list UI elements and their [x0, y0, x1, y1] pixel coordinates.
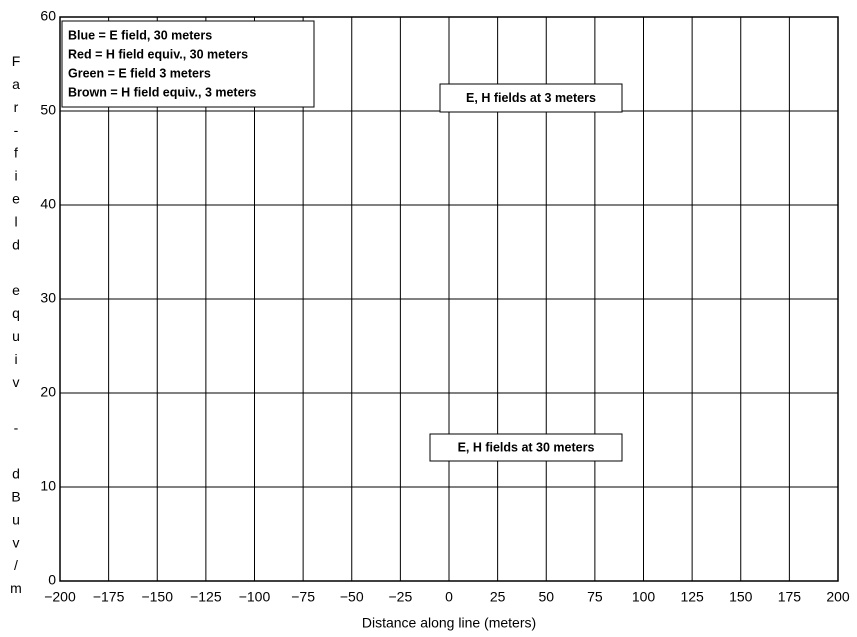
legend-entry: Blue = E field, 30 meters [68, 28, 212, 42]
y-tick-label: 0 [48, 572, 56, 588]
x-axis-label: Distance along line (meters) [362, 615, 536, 631]
annotation: E, H fields at 30 meters [458, 440, 595, 454]
annotation-box [429, 433, 623, 462]
x-tick-label: −50 [340, 589, 364, 605]
x-tick-label: −25 [389, 589, 413, 605]
y-tick-label: 60 [40, 8, 56, 24]
grid [59, 16, 839, 582]
y-tick-label: 20 [40, 384, 56, 400]
x-tick-label: −175 [93, 589, 125, 605]
x-tick-label: 0 [445, 589, 453, 605]
legend-entry: Green = E field 3 meters [68, 66, 211, 80]
x-tick-label: 50 [538, 589, 554, 605]
x-tick-label: 75 [587, 589, 603, 605]
legend: Blue = E field, 30 meters Red = H field e… [68, 28, 256, 99]
y-tick-label: 10 [40, 478, 56, 494]
x-tick-label: −100 [239, 589, 271, 605]
x-tick-label: −200 [44, 589, 76, 605]
legend-entry: Brown = H field equiv., 3 meters [68, 85, 256, 99]
y-tick-label: 40 [40, 196, 56, 212]
x-tick-label: 25 [490, 589, 506, 605]
x-tick-label: −75 [291, 589, 315, 605]
x-tick-label: 125 [680, 589, 704, 605]
x-tick-label: 100 [632, 589, 656, 605]
legend-entry: Red = H field equiv., 30 meters [68, 47, 248, 61]
annotation: E, H fields at 3 meters [466, 91, 596, 105]
y-tick-label: 50 [40, 102, 56, 118]
x-tick-label: 175 [778, 589, 802, 605]
x-tick-label: 200 [826, 589, 850, 605]
plot-frame [59, 16, 839, 582]
legend-box [61, 20, 315, 108]
x-tick-label: −150 [141, 589, 173, 605]
x-tick-label: −125 [190, 589, 222, 605]
y-tick-label: 30 [40, 290, 56, 306]
x-tick-label: 150 [729, 589, 753, 605]
annotation-box [439, 83, 623, 113]
